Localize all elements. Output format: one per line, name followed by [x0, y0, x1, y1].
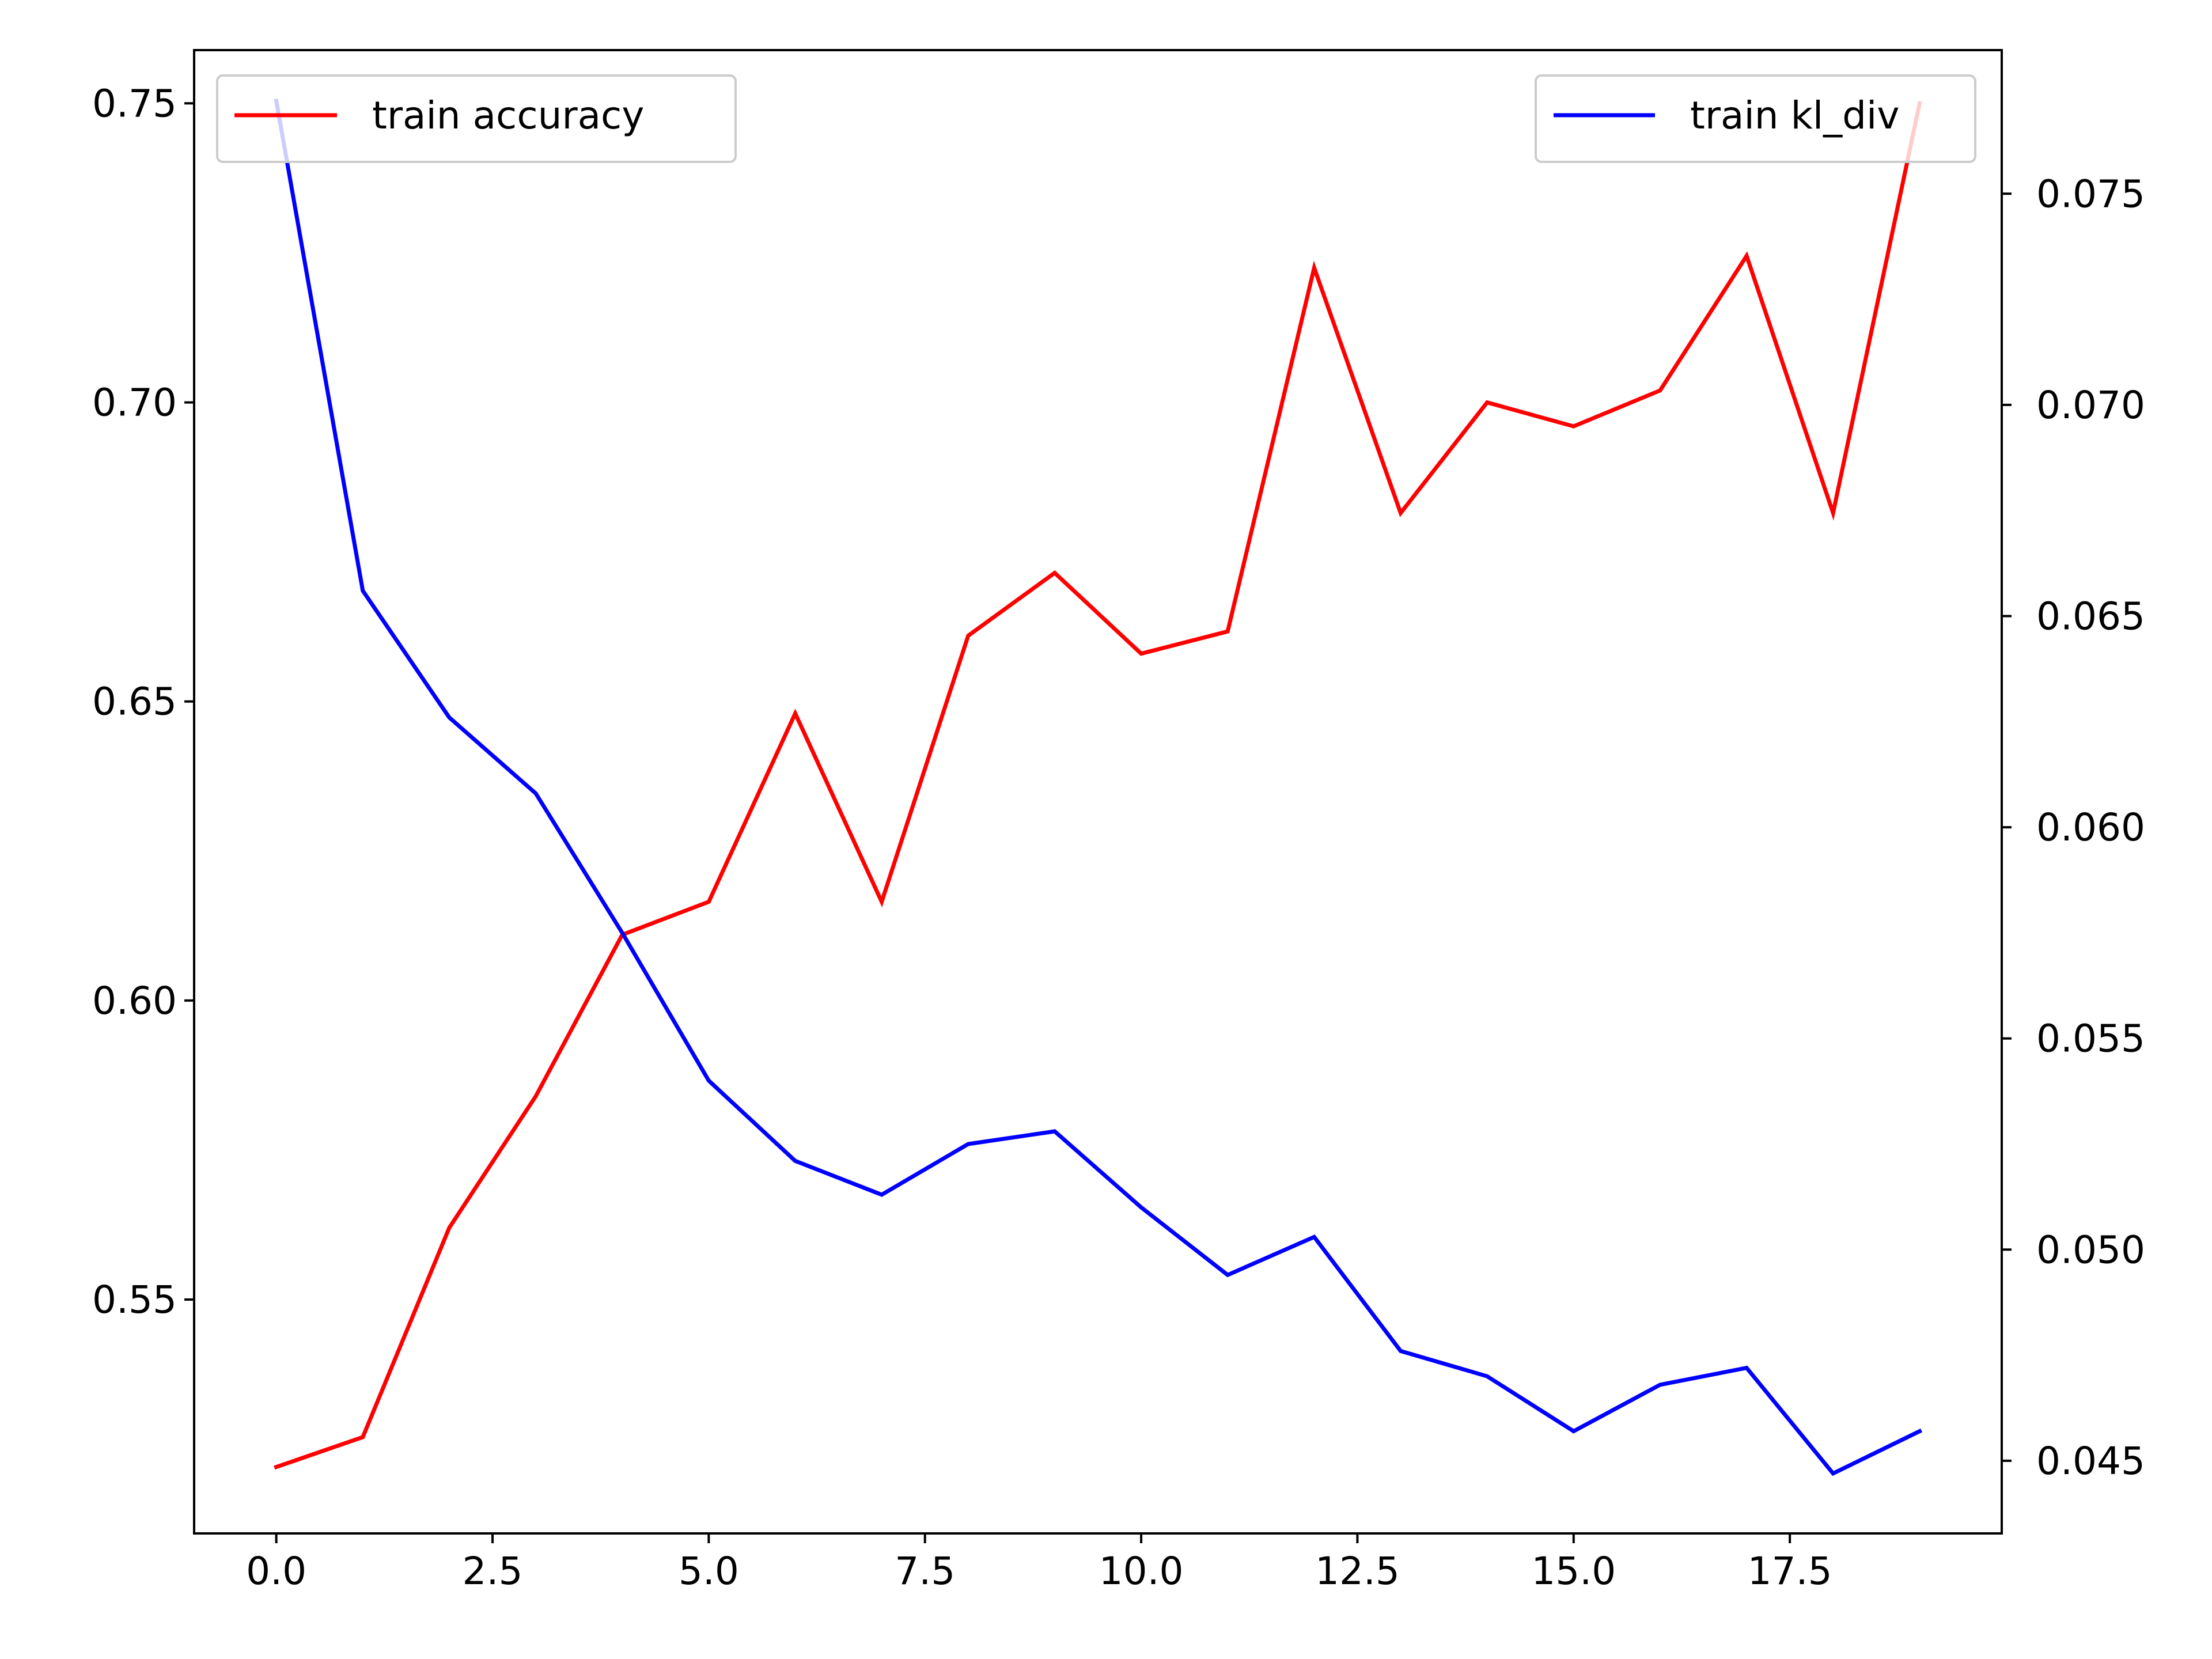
x-tick-label: 0.0: [246, 1549, 306, 1593]
y-right-tick-label: 0.065: [2036, 594, 2145, 638]
legend-box: [216, 74, 737, 163]
y-right-tick-label: 0.070: [2036, 383, 2145, 427]
x-tick-label: 7.5: [895, 1549, 955, 1593]
x-tick-label: 2.5: [463, 1549, 523, 1593]
y-left-tick-label: 0.55: [92, 1278, 177, 1322]
legend-train-kl-div: train kl_div: [1535, 74, 1976, 163]
y-left-tick-label: 0.70: [92, 381, 177, 425]
x-tick-label: 10.0: [1099, 1549, 1184, 1593]
axes-frame: [193, 49, 2003, 1535]
legend-label-train-kl-div: train kl_div: [1690, 93, 1899, 138]
y-right-tick-label: 0.055: [2036, 1017, 2145, 1061]
y-right-tick-label: 0.075: [2036, 172, 2145, 216]
legend-label-train-accuracy: train accuracy: [372, 93, 644, 138]
y-right-tick-label: 0.060: [2036, 805, 2145, 850]
series-line-train-accuracy: [274, 101, 1922, 1470]
x-tick-label: 12.5: [1315, 1549, 1400, 1593]
y-axis-right: 0.045 0.050 0.055 0.060 0.065 0.070 0.075: [2002, 172, 2145, 1483]
x-tick-label: 5.0: [679, 1549, 739, 1593]
legend-train-accuracy: train accuracy: [216, 74, 737, 163]
y-right-tick-label: 0.045: [2036, 1439, 2145, 1483]
legend-box: [1535, 74, 1976, 163]
y-left-tick-label: 0.75: [92, 81, 177, 126]
x-tick-label: 15.0: [1531, 1549, 1616, 1593]
x-axis: 0.0 2.5 5.0 7.5 10.0 12.5 15.0 17.5: [246, 1533, 1832, 1593]
series-line-train-kl-div: [274, 98, 1923, 1476]
y-axis-left: 0.55 0.60 0.65 0.70 0.75: [92, 81, 194, 1322]
plot-area: [193, 49, 2003, 1535]
y-right-tick-label: 0.050: [2036, 1228, 2145, 1272]
x-tick-label: 17.5: [1748, 1549, 1832, 1593]
y-left-tick-label: 0.65: [92, 680, 177, 724]
y-left-tick-label: 0.60: [92, 979, 177, 1023]
